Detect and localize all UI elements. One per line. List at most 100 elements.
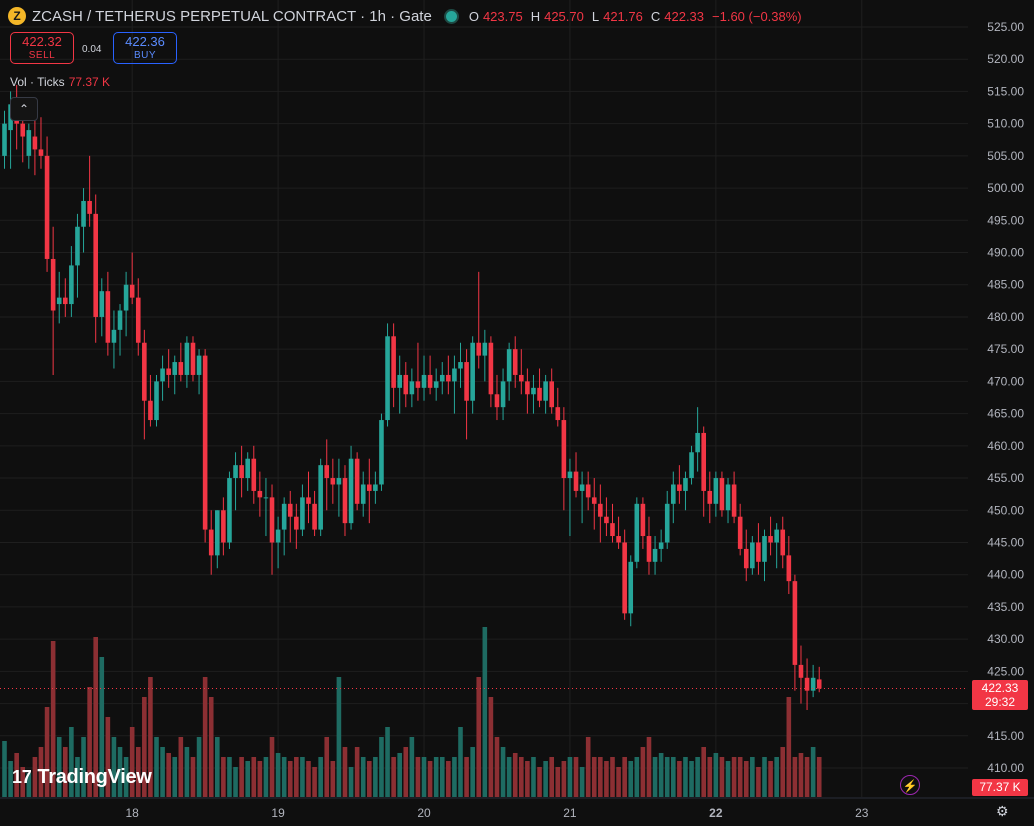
volume-label: Vol · Ticks <box>10 75 65 89</box>
volume-bar <box>458 727 463 797</box>
volume-bar <box>227 757 232 797</box>
ohlc-open-label: O <box>468 8 479 24</box>
y-tick-label: 485.00 <box>987 278 1024 292</box>
volume-bar <box>215 737 220 797</box>
candle-body <box>610 523 615 537</box>
candle-body <box>476 342 482 356</box>
y-tick-label: 445.00 <box>987 535 1024 549</box>
candle-body <box>287 503 293 517</box>
candle-body <box>598 503 603 517</box>
candle-body <box>93 213 98 317</box>
volume-bar <box>798 753 804 797</box>
candle-body <box>731 484 737 517</box>
buy-label: BUY <box>133 50 157 61</box>
volume-bar <box>488 697 494 797</box>
candle-body <box>330 478 336 485</box>
bar-countdown: 29:32 <box>984 695 1016 709</box>
sell-label: SELL <box>28 50 56 61</box>
volume-bar <box>774 757 779 797</box>
volume-bar <box>105 717 111 797</box>
volume-bar <box>689 761 694 797</box>
volume-legend[interactable]: Vol · Ticks 77.37 K <box>10 75 110 89</box>
volume-bar <box>464 757 469 797</box>
candle-body <box>470 342 475 401</box>
candle-body <box>543 381 548 401</box>
volume-bar <box>695 757 700 797</box>
volume-bar <box>403 747 409 797</box>
volume-bar <box>287 761 293 797</box>
y-tick-label: 410.00 <box>987 761 1024 775</box>
tradingview-logo-text: TradingView <box>37 766 152 788</box>
bolt-icon[interactable]: ⚡ <box>900 775 920 795</box>
y-tick-label: 440.00 <box>987 568 1024 582</box>
volume-bar <box>281 757 287 797</box>
candle-body <box>725 484 731 511</box>
sell-button[interactable]: 422.32 SELL <box>10 32 74 64</box>
volume-bar <box>719 757 725 797</box>
y-tick-label: 515.00 <box>987 84 1024 98</box>
volume-value: 77.37 K <box>68 75 111 89</box>
volume-bar <box>622 757 627 797</box>
y-tick-label: 415.00 <box>987 729 1024 743</box>
candle-body <box>312 503 317 530</box>
volume-bar <box>646 737 652 797</box>
ohlc-values: O 423.75 H 425.70 L 421.76 C 422.33 −1.60 (−… <box>469 9 806 24</box>
volume-bar <box>135 747 141 797</box>
volume-bar <box>810 747 816 797</box>
candle-body <box>537 387 542 401</box>
candle-body <box>20 123 26 137</box>
volume-bar <box>324 737 330 797</box>
volume-bar <box>756 767 761 797</box>
candle-body <box>239 465 244 479</box>
candle-body <box>373 484 378 491</box>
candle-body <box>403 374 409 395</box>
volume-bar <box>251 757 257 797</box>
buy-button[interactable]: 422.36 BUY <box>113 32 177 64</box>
gear-icon[interactable]: ⚙ <box>996 803 1009 819</box>
candle-body <box>32 136 38 150</box>
tradingview-logo[interactable]: 17 TradingView <box>12 766 152 789</box>
volume-bar <box>677 761 682 797</box>
candle-body <box>44 155 50 259</box>
candle-body <box>622 542 627 614</box>
candle-body <box>427 374 433 388</box>
candle-body <box>154 381 159 421</box>
volume-bar <box>154 737 159 797</box>
volume-bar <box>531 757 536 797</box>
volume-bar <box>391 757 396 797</box>
volume-bar <box>506 757 512 797</box>
candle-body <box>275 529 281 543</box>
volume-bar <box>701 747 706 797</box>
candle-body <box>439 374 445 382</box>
candle-body <box>342 478 348 524</box>
collapse-legend-button[interactable]: ⌃ <box>10 97 38 121</box>
ohlc-low-label: L <box>591 8 600 24</box>
volume-bar <box>190 757 196 797</box>
candle-body <box>50 258 56 311</box>
candle-body <box>719 478 725 511</box>
volume-bar <box>792 757 798 797</box>
candle-body <box>762 536 767 562</box>
candle-body <box>561 420 567 479</box>
candle-body <box>281 503 287 530</box>
candle-body <box>634 503 640 562</box>
symbol-title[interactable]: ZCASH / TETHERUS PERPETUAL CONTRACT · 1h… <box>32 7 432 25</box>
y-tick-label: 475.00 <box>987 342 1024 356</box>
volume-bar <box>196 737 202 797</box>
volume-bar <box>2 741 7 797</box>
ohlc-open: 423.75 <box>482 8 523 24</box>
y-tick-label: 520.00 <box>987 52 1024 66</box>
y-tick-label: 425.00 <box>987 664 1024 678</box>
candle-body <box>421 374 427 388</box>
volume-bar <box>725 761 731 797</box>
x-tick-label: 22 <box>709 806 723 820</box>
candle-body <box>215 510 220 556</box>
volume-bar <box>14 753 19 797</box>
volume-bar <box>579 767 585 797</box>
volume-bar <box>44 707 50 797</box>
candle-body <box>506 349 512 382</box>
candle-body <box>695 432 700 453</box>
y-tick-label: 465.00 <box>987 407 1024 421</box>
candle-body <box>555 407 561 421</box>
